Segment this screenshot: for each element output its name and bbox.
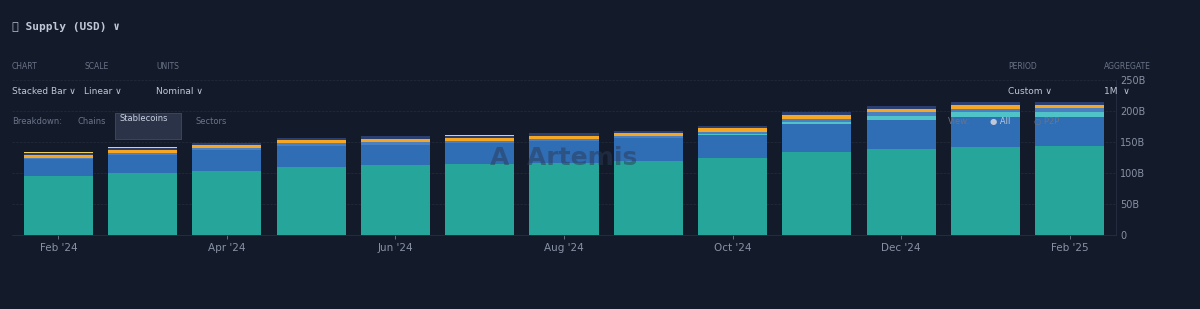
Bar [950, 105, 1020, 109]
Text: A  Artemis: A Artemis [491, 146, 637, 170]
Text: View:: View: [948, 117, 971, 126]
Text: ○ P2P: ○ P2P [1034, 117, 1060, 126]
Text: PERIOD: PERIOD [1008, 62, 1037, 71]
Bar [24, 154, 92, 158]
Bar [108, 148, 178, 150]
Bar [361, 142, 430, 145]
Bar [866, 116, 936, 120]
Bar [698, 129, 767, 132]
Bar [1036, 105, 1104, 108]
Bar [1036, 117, 1104, 146]
Bar [782, 152, 851, 235]
Bar [613, 133, 683, 136]
Text: ● All: ● All [990, 117, 1010, 126]
Bar [866, 120, 936, 149]
Bar [698, 135, 767, 158]
Bar [192, 148, 262, 150]
Bar [1036, 102, 1104, 105]
Bar [24, 159, 92, 176]
Bar [24, 152, 92, 153]
Bar [24, 158, 92, 159]
Bar [950, 117, 1020, 147]
Bar [613, 136, 683, 138]
Bar [782, 122, 851, 124]
Bar [277, 140, 346, 143]
Bar [698, 132, 767, 134]
Text: UNITS: UNITS [156, 62, 179, 71]
Bar [108, 154, 178, 173]
Bar [950, 102, 1020, 105]
Bar [529, 136, 599, 139]
Bar [192, 150, 262, 171]
Bar [361, 145, 430, 165]
Text: CHART: CHART [12, 62, 37, 71]
Bar [529, 139, 599, 141]
Bar [108, 153, 178, 154]
Bar [613, 138, 683, 161]
Bar [950, 109, 1020, 112]
Text: Breakdown:: Breakdown: [12, 117, 62, 126]
Bar [529, 163, 599, 235]
Bar [613, 131, 683, 133]
Bar [950, 112, 1020, 117]
Bar [529, 141, 599, 163]
Bar [866, 106, 936, 109]
Bar [782, 119, 851, 122]
Bar [782, 124, 851, 152]
Text: Custom ∨: Custom ∨ [1008, 87, 1052, 95]
Bar [698, 134, 767, 135]
Text: Stacked Bar ∨: Stacked Bar ∨ [12, 87, 76, 95]
Text: Chains: Chains [78, 117, 107, 126]
Bar [277, 143, 346, 146]
Bar [950, 147, 1020, 235]
Bar [698, 158, 767, 235]
Bar [782, 112, 851, 115]
Bar [24, 153, 92, 154]
Text: Nominal ∨: Nominal ∨ [156, 87, 203, 95]
Bar [445, 141, 515, 143]
Text: 1M  ∨: 1M ∨ [1104, 87, 1130, 95]
Bar [361, 165, 430, 235]
Bar [613, 161, 683, 235]
Bar [192, 171, 262, 235]
Bar [108, 150, 178, 153]
Bar [108, 173, 178, 235]
Bar [445, 138, 515, 141]
Text: SCALE: SCALE [84, 62, 108, 71]
Text: Linear ∨: Linear ∨ [84, 87, 121, 95]
Bar [1036, 112, 1104, 117]
Text: Sectors: Sectors [196, 117, 227, 126]
Bar [698, 126, 767, 129]
Bar [277, 138, 346, 140]
Bar [192, 143, 262, 145]
Bar [445, 164, 515, 235]
Bar [866, 109, 936, 112]
Bar [529, 133, 599, 136]
Bar [1036, 146, 1104, 235]
Text: Stablecoins: Stablecoins [120, 114, 168, 124]
Bar [1036, 108, 1104, 112]
Bar [361, 139, 430, 142]
Text: ⊻ Supply (USD) ∨: ⊻ Supply (USD) ∨ [12, 22, 120, 32]
Bar [866, 149, 936, 235]
Bar [445, 136, 515, 138]
Bar [277, 167, 346, 235]
Bar [277, 146, 346, 167]
Text: AGGREGATE: AGGREGATE [1104, 62, 1151, 71]
Bar [192, 145, 262, 148]
Bar [445, 143, 515, 164]
Bar [866, 112, 936, 116]
Bar [782, 115, 851, 119]
Bar [361, 137, 430, 139]
Bar [24, 176, 92, 235]
